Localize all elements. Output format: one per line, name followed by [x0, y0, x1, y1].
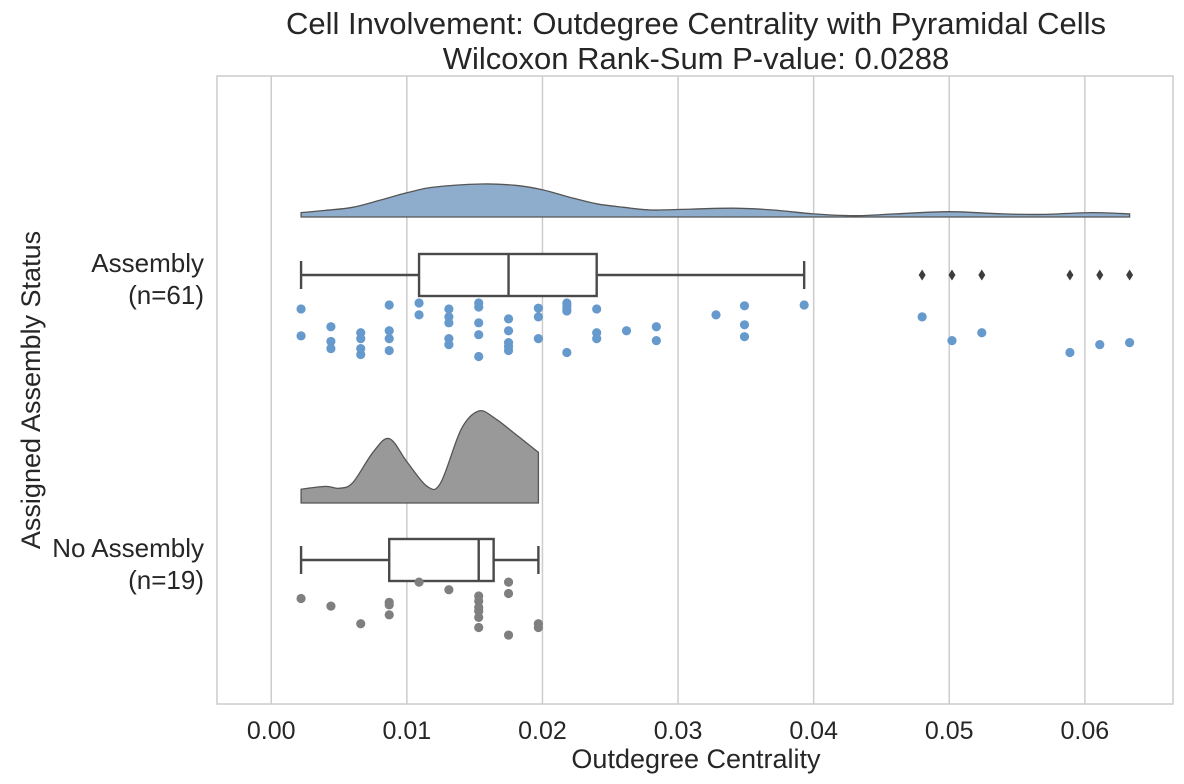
- data-point: [474, 596, 484, 606]
- data-point: [326, 601, 336, 611]
- x-tick-label: 0.01: [383, 717, 432, 745]
- category-label: Assembly: [91, 248, 204, 278]
- box-plots: [299, 252, 1134, 583]
- data-point: [503, 326, 514, 336]
- outlier-marker: [978, 269, 986, 281]
- x-tick-label: 0.05: [925, 717, 974, 745]
- category-count-label: (n=61): [128, 280, 204, 310]
- data-point: [592, 304, 602, 314]
- data-point: [414, 577, 424, 587]
- data-point: [1125, 338, 1135, 348]
- y-axis-category-labels: Assembly(n=61) No Assembly(n=19): [52, 248, 204, 595]
- data-point: [474, 318, 484, 328]
- outlier-marker: [1096, 269, 1104, 281]
- data-point: [651, 336, 661, 346]
- iqr-box: [388, 537, 495, 583]
- data-point: [384, 600, 394, 610]
- outlier-marker: [1126, 269, 1134, 281]
- outlier-marker: [1066, 269, 1074, 281]
- plot-frame: [216, 75, 1174, 705]
- data-point: [474, 606, 484, 616]
- x-axis-ticks: 0.00 0.01 0.02 0.03 0.04 0.05 0.06: [247, 717, 1109, 745]
- data-point: [739, 320, 750, 330]
- chart-title: Cell Involvement: Outdegree Centrality w…: [286, 6, 1106, 41]
- data-point: [621, 326, 632, 336]
- data-point: [947, 336, 957, 346]
- data-point: [444, 318, 454, 328]
- data-point: [533, 312, 543, 322]
- density-cloud-no-assembly: [300, 409, 540, 504]
- data-point: [384, 345, 394, 356]
- data-point: [1065, 347, 1075, 358]
- grid-lines: [270, 76, 1086, 704]
- data-point: [296, 304, 306, 314]
- data-point: [296, 593, 306, 604]
- data-point: [384, 610, 394, 620]
- data-point: [356, 349, 366, 360]
- strip-points: [296, 298, 1135, 640]
- data-point: [384, 300, 394, 310]
- data-point: [711, 310, 721, 320]
- data-point: [977, 328, 987, 338]
- data-point: [503, 630, 514, 640]
- data-point: [562, 306, 572, 316]
- density-clouds: [300, 183, 1131, 504]
- x-tick-label: 0.03: [654, 717, 703, 745]
- data-point: [503, 345, 514, 356]
- x-tick-label: 0.02: [518, 717, 567, 745]
- x-tick-label: 0.04: [789, 717, 838, 745]
- y-axis-label: Assigned Assembly Status: [16, 231, 46, 549]
- data-point: [296, 331, 306, 341]
- data-point: [356, 334, 366, 344]
- data-point: [533, 334, 543, 344]
- x-axis-label: Outdegree Centrality: [571, 744, 821, 774]
- data-point: [533, 303, 543, 313]
- data-point: [533, 622, 543, 633]
- outlier-marker: [918, 269, 926, 281]
- density-cloud-assembly: [300, 183, 1131, 218]
- data-point: [356, 619, 366, 629]
- data-point: [474, 622, 484, 633]
- data-point: [326, 322, 336, 332]
- data-point: [739, 301, 750, 311]
- data-point: [799, 300, 809, 310]
- data-point: [474, 302, 484, 312]
- data-point: [326, 343, 336, 354]
- outlier-marker: [948, 269, 956, 281]
- data-point: [444, 304, 454, 314]
- data-point: [503, 588, 514, 599]
- data-point: [384, 334, 394, 344]
- data-point: [651, 322, 661, 332]
- data-point: [1095, 340, 1105, 350]
- data-point: [503, 577, 514, 587]
- data-point: [503, 314, 514, 324]
- category-label: No Assembly: [52, 533, 204, 563]
- data-point: [384, 326, 394, 336]
- x-tick-label: 0.06: [1061, 717, 1110, 745]
- data-point: [444, 340, 454, 350]
- data-point: [414, 298, 424, 308]
- data-point: [739, 332, 750, 342]
- data-point: [474, 330, 484, 340]
- data-point: [414, 310, 424, 320]
- chart-subtitle: Wilcoxon Rank-Sum P-value: 0.0288: [443, 41, 950, 76]
- data-point: [592, 334, 602, 344]
- data-point: [562, 347, 572, 358]
- category-count-label: (n=19): [128, 565, 204, 595]
- data-point: [474, 351, 484, 362]
- data-point: [474, 612, 484, 623]
- data-point: [917, 312, 927, 322]
- data-point: [326, 336, 336, 347]
- data-point: [444, 585, 454, 595]
- x-tick-label: 0.00: [247, 717, 296, 745]
